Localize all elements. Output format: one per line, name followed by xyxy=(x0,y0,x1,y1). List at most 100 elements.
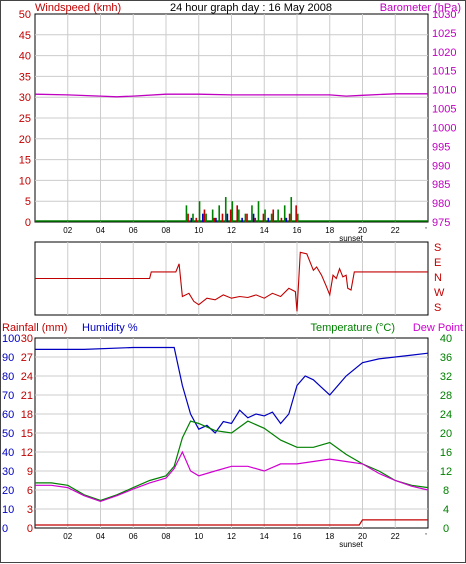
temperature-tick-label: 16 xyxy=(440,447,452,459)
windspeed-tick-label: 15 xyxy=(19,155,31,167)
wind-bar xyxy=(205,213,207,222)
x-tick-label: 08 xyxy=(162,226,171,235)
temperature-tick-label: 20 xyxy=(440,428,452,440)
rainfall-tick-label: 21 xyxy=(21,390,33,402)
windspeed-tick-label: 50 xyxy=(19,9,31,21)
temperature-tick-label: 28 xyxy=(440,390,452,402)
wind-bar xyxy=(231,201,234,222)
wind-bar xyxy=(221,213,224,222)
windspeed-tick-label: 40 xyxy=(19,51,31,63)
x-tick-label-end: ' xyxy=(425,226,427,235)
humidity-tick-label: 40 xyxy=(2,447,14,459)
x-tick-label-end: ' xyxy=(425,532,427,541)
barometer-tick-label: 1010 xyxy=(432,85,456,97)
x-tick-label: 20 xyxy=(358,532,367,541)
humidity-axis-title: Humidity % xyxy=(82,322,138,334)
x-tick-label: 02 xyxy=(63,226,72,235)
rainfall-line xyxy=(35,519,428,526)
humidity-tick-label: 80 xyxy=(2,371,14,383)
x-tick-label: 06 xyxy=(129,226,138,235)
x-tick-label: 10 xyxy=(194,226,203,235)
humidity-line xyxy=(35,346,429,434)
wind-bar xyxy=(195,217,198,222)
wind-bar xyxy=(251,205,253,222)
wind-bar xyxy=(244,213,247,222)
temperature-tick-label: 32 xyxy=(440,371,452,383)
x-tick-label: 10 xyxy=(194,532,203,541)
x-tick-label: 06 xyxy=(129,532,138,541)
x-tick-label: 16 xyxy=(293,226,302,235)
wind-bar xyxy=(224,197,227,222)
chart-title: 24 hour graph day : 16 May 2008 xyxy=(170,2,332,14)
x-tick-label: 04 xyxy=(96,226,105,235)
wind-direction-line xyxy=(35,251,428,312)
wind-bar xyxy=(213,217,216,222)
wind-bar xyxy=(297,213,299,222)
sunset-label: sunset xyxy=(339,234,363,243)
wind-bar xyxy=(285,217,288,222)
compass-tick-label: E xyxy=(434,257,441,269)
wind-bar xyxy=(264,209,266,222)
x-tick-label: 18 xyxy=(325,226,334,235)
wind-bar xyxy=(272,209,275,222)
rainfall-tick-label: 30 xyxy=(21,333,33,345)
humidity-tick-label: 0 xyxy=(2,523,8,535)
x-tick-label: 16 xyxy=(293,532,302,541)
barometer-tick-label: 1015 xyxy=(432,66,456,78)
x-tick-label: 20 xyxy=(358,226,367,235)
wind-bar xyxy=(190,217,193,222)
windspeed-tick-label: 5 xyxy=(25,196,31,208)
wind-bar xyxy=(254,217,257,222)
humidity-tick-label: 20 xyxy=(2,485,14,497)
wind-bar xyxy=(288,213,291,222)
wind-bar xyxy=(229,209,232,222)
barometer-tick-label: 1025 xyxy=(432,28,456,40)
wind-bar xyxy=(211,209,214,222)
windspeed-axis-title: Windspeed (kmh) xyxy=(35,2,121,14)
wind-bar xyxy=(277,209,279,222)
rainfall-tick-label: 9 xyxy=(27,466,33,478)
wind-bar xyxy=(283,205,286,222)
windspeed-tick-label: 35 xyxy=(19,71,31,83)
humidity-tick-label: 100 xyxy=(2,333,20,345)
barometer-tick-label: 1030 xyxy=(432,9,456,21)
x-tick-label: 02 xyxy=(63,532,72,541)
wind-bar xyxy=(203,209,206,222)
wind-bar xyxy=(280,217,283,222)
rainfall-tick-label: 24 xyxy=(21,371,33,383)
humidity-tick-label: 50 xyxy=(2,428,14,440)
wind-bar xyxy=(215,217,217,222)
temperature-line xyxy=(35,420,429,502)
wind-bar xyxy=(202,213,204,222)
wind-bar xyxy=(241,217,243,222)
wind-bar xyxy=(192,213,194,222)
barometer-tick-label: 995 xyxy=(432,141,450,153)
x-tick-label: 14 xyxy=(260,532,269,541)
compass-tick-label: S xyxy=(434,242,441,254)
wind-bar xyxy=(270,213,273,222)
wind-bar xyxy=(295,205,297,222)
barometer-tick-label: 1020 xyxy=(432,47,456,59)
x-tick-label: 04 xyxy=(96,532,105,541)
rainfall-tick-label: 27 xyxy=(21,352,33,364)
humidity-tick-label: 90 xyxy=(2,352,14,364)
barometer-line xyxy=(34,93,428,98)
barometer-tick-label: 975 xyxy=(432,217,450,229)
x-tick-label: 14 xyxy=(260,226,269,235)
humidity-tick-label: 60 xyxy=(2,409,14,421)
x-tick-label: 08 xyxy=(162,532,171,541)
wind-bar xyxy=(252,213,255,222)
rainfall-tick-label: 12 xyxy=(21,447,33,459)
wind-bar xyxy=(246,213,248,222)
rainfall-tick-label: 0 xyxy=(27,523,33,535)
wind-bar xyxy=(262,213,265,222)
temperature-tick-label: 4 xyxy=(443,504,449,516)
wind-bar xyxy=(226,213,229,222)
temperature-tick-label: 40 xyxy=(440,333,452,345)
x-tick-label: 12 xyxy=(227,532,236,541)
wind-bar xyxy=(185,205,188,222)
wind-bar xyxy=(187,213,189,222)
wind-bar xyxy=(218,205,220,222)
barometer-tick-label: 980 xyxy=(432,198,450,210)
